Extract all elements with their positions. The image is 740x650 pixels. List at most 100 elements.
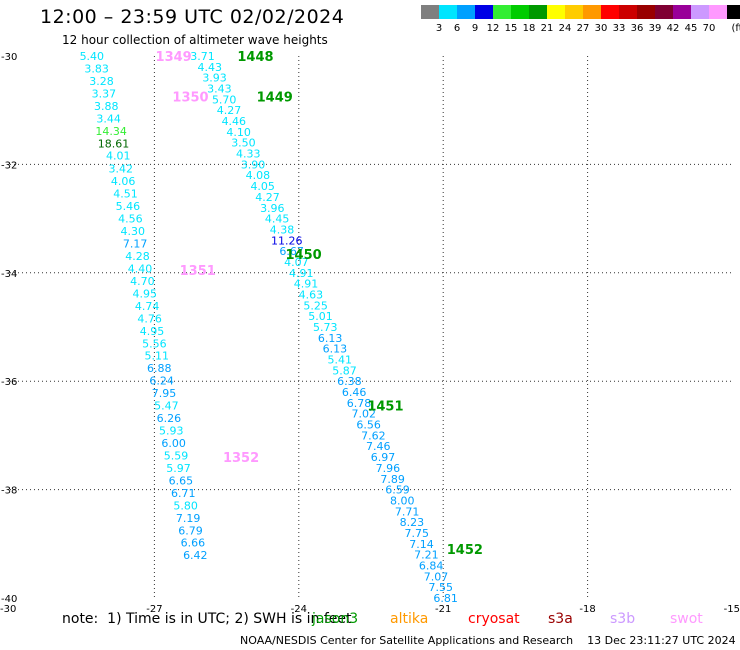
scale-swatch [475, 5, 493, 19]
y-tick-label: -34 [1, 269, 17, 280]
scale-label: 36 [630, 23, 644, 34]
wave-height-value: 4.40 [128, 262, 153, 275]
scale-label: 21 [540, 23, 554, 34]
scale-swatch [619, 5, 637, 19]
wave-height-value: 6.42 [183, 549, 208, 562]
wave-height-value: 5.01 [308, 310, 333, 323]
wave-height-value: 18.61 [98, 137, 130, 150]
scale-swatch [493, 5, 511, 19]
wave-height-value: 6.88 [147, 362, 172, 375]
wave-height-value: 4.95 [133, 287, 158, 300]
wave-height-value: 4.01 [106, 150, 131, 163]
wave-height-value: 3.83 [84, 62, 109, 75]
wave-height-value: 5.80 [173, 499, 198, 512]
wave-height-value: 4.91 [294, 278, 319, 291]
wave-height-value: 8.23 [400, 516, 425, 529]
scale-swatch [673, 5, 691, 19]
scale-label: 15 [504, 23, 518, 34]
x-tick-label: -24 [291, 604, 307, 615]
wave-height-value: 7.14 [409, 538, 434, 551]
wave-height-value: 3.43 [207, 83, 232, 96]
scale-swatch [601, 5, 619, 19]
wave-height-value: 5.41 [327, 354, 352, 367]
wave-height-value: 7.02 [352, 408, 377, 421]
wave-height-value: 4.70 [130, 275, 155, 288]
x-tick-label: -21 [435, 604, 451, 615]
wave-height-value: 4.74 [135, 300, 160, 313]
wave-height-value: 5.47 [154, 400, 179, 413]
pass-number-label: 1452 [447, 543, 483, 558]
wave-height-value: 7.21 [414, 549, 439, 562]
wave-height-value: 4.43 [198, 61, 223, 74]
wave-height-value: 6.13 [318, 332, 343, 345]
wave-height-value: 7.46 [366, 440, 391, 453]
wave-height-value: 6.46 [342, 386, 367, 399]
satellite-jason3: jason3 [312, 611, 359, 627]
wave-height-value: 8.00 [390, 494, 415, 507]
scale-swatch [691, 5, 709, 19]
wave-height-value: 6.79 [178, 524, 203, 537]
wave-height-value: 3.50 [231, 137, 256, 150]
scale-swatch [529, 5, 547, 19]
wave-height-value: 5.40 [80, 50, 105, 63]
wave-height-value: 4.45 [265, 213, 290, 226]
wave-height-value: 7.96 [376, 462, 401, 475]
wave-height-value: 6.66 [181, 537, 206, 550]
wave-height-value: 4.30 [120, 225, 145, 238]
wave-height-value: 4.07 [284, 256, 309, 269]
wave-height-value: 4.56 [118, 213, 143, 226]
wave-height-value: 3.37 [92, 87, 117, 100]
scale-swatch [727, 5, 740, 19]
y-tick-label: -36 [1, 377, 17, 388]
pass-number-label: 1352 [223, 451, 259, 466]
wave-height-value: 6.26 [157, 412, 182, 425]
scale-swatch [439, 5, 457, 19]
wave-height-value: 5.11 [145, 350, 170, 363]
satellite-swot: swot [670, 611, 703, 627]
scale-swatch [709, 5, 727, 19]
scale-label: 45 [684, 23, 698, 34]
wave-height-value: 14.34 [95, 125, 127, 138]
chart-title: 12:00 – 23:59 UTC 02/02/2024 [40, 6, 345, 28]
wave-height-value: 4.10 [226, 126, 251, 139]
scale-swatch [565, 5, 583, 19]
wave-height-value: 6.81 [433, 592, 458, 605]
wave-height-value: 6.78 [347, 397, 372, 410]
wave-height-value: 6.59 [385, 484, 410, 497]
wave-height-value: 6.24 [149, 375, 174, 388]
y-tick-label: -40 [1, 594, 17, 605]
wave-height-value: 3.44 [96, 112, 121, 125]
satellite-altika: altika [390, 611, 429, 627]
pass-number-label: 1449 [257, 91, 293, 106]
scale-swatch [655, 5, 673, 19]
wave-height-value: 7.19 [176, 512, 201, 525]
scale-label: 3 [435, 23, 443, 34]
x-tick-label: -18 [579, 604, 595, 615]
wave-height-value: 7.75 [404, 527, 429, 540]
wave-height-value: 5.93 [159, 425, 184, 438]
wave-height-value: 5.56 [142, 337, 167, 350]
wave-height-value: 7.95 [152, 387, 177, 400]
y-tick-label: -30 [1, 52, 17, 63]
scale-label: 39 [648, 23, 662, 34]
wave-height-value: 4.38 [270, 223, 295, 236]
wave-height-value: 7.62 [361, 429, 386, 442]
wave-height-value: 4.76 [137, 312, 162, 325]
x-tick-label: -15 [724, 604, 740, 615]
wave-height-value: 6.71 [171, 487, 196, 500]
scale-label: 18 [522, 23, 536, 34]
wave-height-value: 3.28 [89, 75, 114, 88]
scale-swatch [547, 5, 565, 19]
wave-height-value: 6.65 [169, 474, 194, 487]
wave-height-value: 5.97 [166, 462, 191, 475]
wave-height-value: 4.95 [140, 325, 165, 338]
wave-height-value: 4.27 [255, 191, 280, 204]
pass-number-label: 1448 [237, 50, 273, 65]
wave-height-value: 3.88 [94, 100, 119, 113]
pass-number-label: 1349 [156, 50, 192, 65]
wave-height-value: 7.89 [380, 473, 405, 486]
scale-label: 24 [558, 23, 572, 34]
wave-height-value: 3.96 [260, 202, 285, 215]
wave-height-value: 3.93 [202, 72, 227, 85]
wave-height-value: 4.06 [111, 175, 136, 188]
